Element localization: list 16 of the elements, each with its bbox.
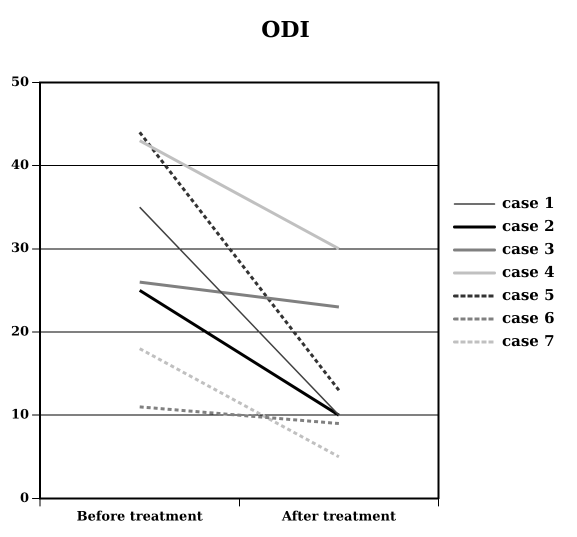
- y-tick-label: 50: [10, 74, 30, 90]
- y-tick-label: 20: [10, 324, 30, 340]
- y-tick-label: 30: [10, 241, 30, 256]
- legend-label: case 3: [502, 240, 554, 258]
- legend-label: case 1: [502, 194, 554, 212]
- legend-label: case 6: [502, 308, 554, 327]
- legend-label: case 4: [502, 262, 554, 281]
- y-tick-label: 0: [20, 490, 30, 506]
- y-tick-label: 10: [10, 408, 30, 423]
- legend-label: case 5: [502, 286, 554, 304]
- legend-label: case 2: [502, 216, 554, 235]
- x-tick-label: After treatment: [280, 510, 396, 525]
- y-tick-label: 40: [10, 158, 30, 173]
- legend-label: case 7: [502, 332, 554, 350]
- chart-title: ODI: [261, 16, 310, 43]
- x-tick-label: Before treatment: [76, 510, 203, 525]
